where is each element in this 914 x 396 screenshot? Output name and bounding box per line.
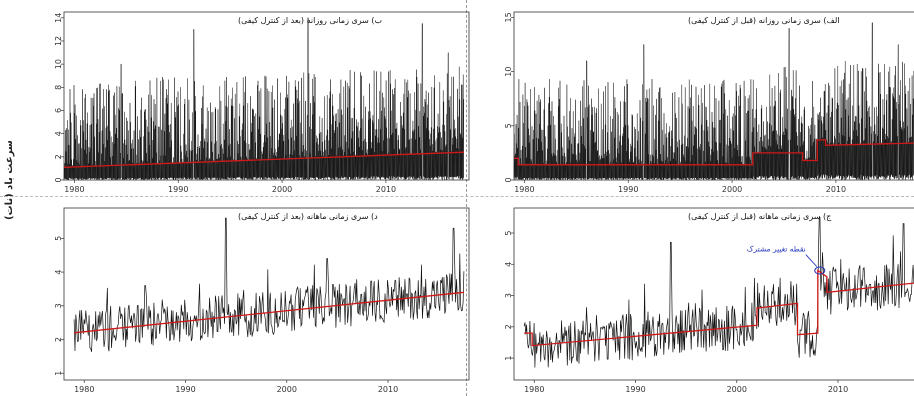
plot-frame	[63, 207, 470, 381]
y-tick-label: 4	[54, 131, 63, 136]
plot-frame	[513, 11, 914, 181]
y-tick-label: 8	[54, 85, 63, 90]
x-tick-label: 2010	[828, 385, 848, 394]
x-tick-label: 2000	[272, 185, 292, 194]
panel-title: الف) سری زمانی روزانه (قبل از کنترل کیفی…	[688, 16, 839, 25]
y-tick-label: 5	[504, 123, 513, 128]
annotation-label: نقطه تغییر مشترک	[747, 245, 806, 254]
vertical-divider	[466, 0, 467, 396]
x-tick-label: 2010	[378, 385, 398, 394]
x-tick-label: 2010	[826, 185, 846, 194]
y-tick-label: 1	[504, 356, 513, 361]
y-tick-label: 1	[54, 371, 63, 376]
x-tick-label: 1990	[168, 185, 188, 194]
y-tick-label: 2	[504, 324, 513, 329]
x-tick-label: 2010	[376, 185, 396, 194]
chart-monthly-after-qc: 1 2 3 4 5 1980 1990 2000 2010 د) سری زمانی ماهانه…	[54, 207, 470, 394]
chart-daily-after-qc: 0 2 4 6 8 10 12 14 1980 1990 2000 2010 ب) سری زمانی …	[54, 11, 470, 194]
x-tick-label: 1980	[524, 385, 544, 394]
x-tick-label: 2000	[277, 385, 297, 394]
panel-title: ب) سری زمانی روزانه (بعد از کنترل کیفی)	[238, 16, 382, 25]
x-tick-label: 1990	[625, 385, 645, 394]
y-tick-label: 4	[504, 262, 513, 267]
x-tick-label: 2000	[722, 185, 742, 194]
data-series-line	[513, 22, 914, 180]
y-tick-label: 0	[54, 177, 63, 182]
y-tick-label: 14	[54, 13, 63, 23]
y-tick-label: 10	[504, 67, 513, 77]
y-tick-label: 2	[54, 337, 63, 342]
trend-line	[63, 151, 464, 168]
y-tick-label: 6	[54, 108, 63, 113]
y-tick-label: 2	[54, 154, 63, 159]
y-axis-label: سرعت باد (نات)	[4, 140, 15, 220]
x-tick-label: 2000	[727, 385, 747, 394]
y-tick-label: 10	[54, 59, 63, 69]
y-tick-label: 15	[504, 12, 513, 22]
chart-monthly-before-qc: 1 2 3 4 5 1980 1990 2000 2010 ج) سری زمانی ماهانه…	[504, 207, 914, 394]
x-tick-label: 1990	[175, 385, 195, 394]
y-tick-label: 4	[54, 270, 63, 275]
chart-daily-before-qc: 0 5 10 15 1980 1990 2000 2010 الف) سری زمانی روز…	[504, 11, 914, 194]
data-series-line	[73, 217, 465, 352]
x-tick-label: 1980	[514, 185, 534, 194]
trend-line	[514, 139, 914, 166]
data-series-line	[63, 17, 465, 180]
plot-frame	[513, 207, 914, 381]
annotation-arrow	[805, 254, 818, 267]
panel-title: د) سری زمانی ماهانه (بعد از کنترل کیفی)	[238, 212, 378, 221]
y-tick-label: 12	[54, 36, 63, 46]
data-series-line	[523, 217, 914, 368]
horizontal-divider	[0, 196, 914, 197]
panel-title: ج) سری زمانی ماهانه (قبل از کنترل کیفی)	[688, 212, 832, 221]
y-tick-label: 3	[504, 293, 513, 298]
x-tick-label: 1980	[64, 185, 84, 194]
trend-line	[524, 269, 914, 347]
y-tick-label: 5	[504, 230, 513, 235]
change-point-marker	[814, 266, 826, 275]
y-tick-label: 5	[54, 236, 63, 241]
y-tick-label: 3	[54, 303, 63, 308]
y-tick-label: 0	[504, 177, 513, 182]
x-tick-label: 1990	[618, 185, 638, 194]
plot-frame	[63, 11, 470, 181]
trend-line	[74, 291, 464, 334]
x-tick-label: 1980	[74, 385, 94, 394]
